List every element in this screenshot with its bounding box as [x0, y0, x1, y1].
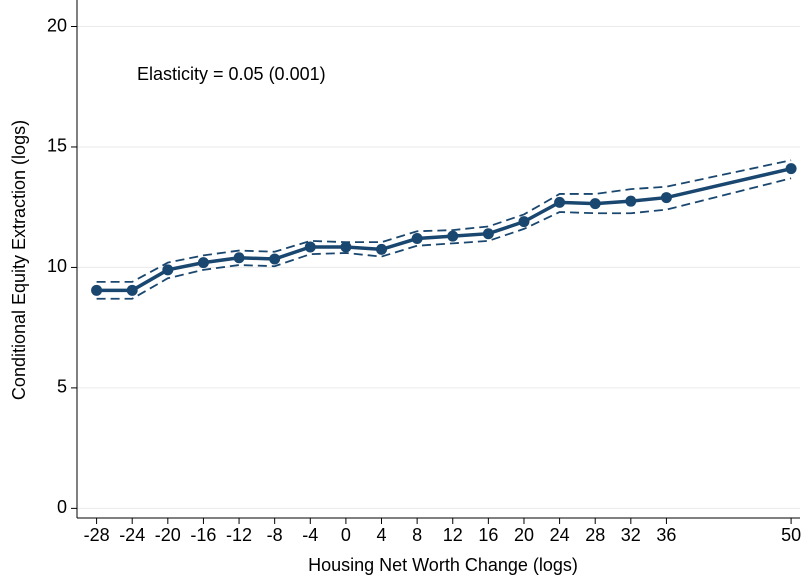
x-axis-label: Housing Net Worth Change (logs) [308, 555, 578, 575]
point [589, 198, 601, 210]
point [197, 257, 209, 269]
point [447, 230, 459, 242]
band-line [96, 159, 792, 283]
x-tick-label: 8 [412, 525, 422, 545]
x-tick-label: -20 [155, 525, 181, 545]
x-tick-label: 20 [514, 525, 534, 545]
y-tick-label: 10 [47, 256, 67, 276]
series-line [96, 166, 792, 293]
x-tick-label: -8 [267, 525, 283, 545]
point [376, 243, 388, 255]
x-tick-label: -4 [302, 525, 318, 545]
x-tick-label: 24 [550, 525, 570, 545]
x-tick-label: -16 [190, 525, 216, 545]
y-tick-label: 5 [57, 377, 67, 397]
point [554, 196, 566, 208]
point [340, 241, 352, 253]
y-tick-label: 15 [47, 136, 67, 156]
x-tick-label: 36 [656, 525, 676, 545]
x-tick-label: -28 [84, 525, 110, 545]
point [411, 233, 423, 245]
point [162, 264, 174, 276]
y-tick-label: 20 [47, 15, 67, 35]
x-tick-label: -12 [226, 525, 252, 545]
x-tick-label: 32 [621, 525, 641, 545]
x-tick-label: 0 [341, 525, 351, 545]
point [625, 195, 637, 207]
point [785, 163, 797, 175]
point [518, 216, 530, 228]
point [304, 241, 316, 253]
x-tick-label: 50 [781, 525, 801, 545]
x-tick-label: 4 [377, 525, 387, 545]
point [482, 228, 494, 240]
x-tick-label: 28 [585, 525, 605, 545]
point [126, 284, 138, 296]
y-axis-label: Conditional Equity Extraction (logs) [9, 120, 29, 400]
point [660, 192, 672, 204]
x-tick-label: 16 [478, 525, 498, 545]
x-tick-label: 12 [443, 525, 463, 545]
x-tick-label: -24 [119, 525, 145, 545]
point [233, 252, 245, 264]
annotation: Elasticity = 0.05 (0.001) [137, 64, 326, 84]
point [91, 284, 103, 296]
y-tick-label: 0 [57, 497, 67, 517]
point [269, 253, 281, 265]
band-line [96, 177, 792, 300]
